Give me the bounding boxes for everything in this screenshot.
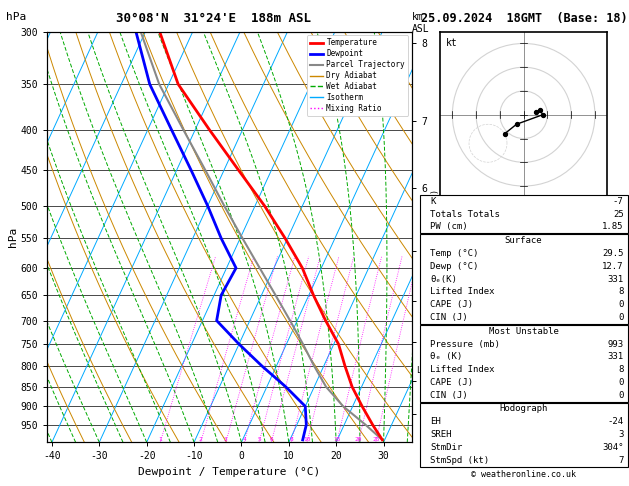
- FancyBboxPatch shape: [420, 402, 628, 467]
- Text: Dewp (°C): Dewp (°C): [430, 262, 478, 271]
- Text: Pressure (mb): Pressure (mb): [430, 340, 500, 348]
- Text: 6: 6: [269, 437, 273, 442]
- Text: 993: 993: [608, 340, 623, 348]
- Text: 331: 331: [608, 275, 623, 284]
- Text: 4: 4: [242, 437, 246, 442]
- Text: PW (cm): PW (cm): [430, 223, 467, 231]
- Text: 15: 15: [333, 437, 340, 442]
- Text: 3: 3: [224, 437, 228, 442]
- Point: [535, 106, 545, 114]
- Text: 25.09.2024  18GMT  (Base: 18): 25.09.2024 18GMT (Base: 18): [421, 12, 628, 25]
- Text: 0: 0: [618, 313, 623, 322]
- Text: 1: 1: [159, 437, 162, 442]
- Y-axis label: km
ASL: km ASL: [430, 228, 451, 246]
- Text: kt: kt: [445, 38, 457, 48]
- Text: LCL: LCL: [416, 366, 431, 375]
- Text: 25: 25: [613, 209, 623, 219]
- Point: [511, 121, 521, 128]
- Text: CAPE (J): CAPE (J): [430, 300, 473, 309]
- Text: Temp (°C): Temp (°C): [430, 249, 478, 258]
- Text: © weatheronline.co.uk: © weatheronline.co.uk: [471, 469, 576, 479]
- Text: -7: -7: [613, 197, 623, 206]
- Text: 12.7: 12.7: [602, 262, 623, 271]
- Point: [499, 130, 509, 138]
- Text: hPa: hPa: [6, 12, 26, 22]
- Text: K: K: [430, 197, 435, 206]
- Text: CAPE (J): CAPE (J): [430, 378, 473, 387]
- Text: 0: 0: [618, 378, 623, 387]
- Text: 304°: 304°: [602, 443, 623, 452]
- Text: 5: 5: [257, 437, 261, 442]
- Text: Totals Totals: Totals Totals: [430, 209, 500, 219]
- X-axis label: Dewpoint / Temperature (°C): Dewpoint / Temperature (°C): [138, 467, 321, 477]
- Text: 331: 331: [608, 352, 623, 362]
- Text: StmSpd (kt): StmSpd (kt): [430, 456, 489, 465]
- Text: 20: 20: [355, 437, 362, 442]
- Text: Hodograph: Hodograph: [499, 404, 548, 414]
- Text: SREH: SREH: [430, 430, 452, 439]
- Legend: Temperature, Dewpoint, Parcel Trajectory, Dry Adiabat, Wet Adiabat, Isotherm, Mi: Temperature, Dewpoint, Parcel Trajectory…: [306, 35, 408, 116]
- Text: Most Unstable: Most Unstable: [489, 327, 559, 336]
- FancyBboxPatch shape: [420, 195, 628, 233]
- Text: 0: 0: [618, 391, 623, 399]
- Text: 8: 8: [618, 365, 623, 374]
- Text: 25: 25: [372, 437, 380, 442]
- Text: 3: 3: [618, 430, 623, 439]
- Text: 8: 8: [618, 287, 623, 296]
- Text: Lifted Index: Lifted Index: [430, 365, 494, 374]
- Text: 0: 0: [618, 300, 623, 309]
- Text: EH: EH: [430, 417, 441, 426]
- Text: -24: -24: [608, 417, 623, 426]
- Point: [538, 111, 548, 119]
- Text: Lifted Index: Lifted Index: [430, 287, 494, 296]
- Text: Surface: Surface: [505, 236, 542, 245]
- Text: 2: 2: [199, 437, 203, 442]
- Text: θₑ (K): θₑ (K): [430, 352, 462, 362]
- Text: 30°08'N  31°24'E  188m ASL: 30°08'N 31°24'E 188m ASL: [116, 12, 311, 25]
- FancyBboxPatch shape: [420, 325, 628, 401]
- Text: km
ASL: km ASL: [412, 12, 430, 34]
- Text: 29.5: 29.5: [602, 249, 623, 258]
- Text: CIN (J): CIN (J): [430, 313, 467, 322]
- Text: CIN (J): CIN (J): [430, 391, 467, 399]
- Text: Mixing Ratio (g/kg): Mixing Ratio (g/kg): [431, 190, 440, 284]
- FancyBboxPatch shape: [420, 234, 628, 324]
- Text: 10: 10: [303, 437, 311, 442]
- Text: 8: 8: [289, 437, 293, 442]
- Text: 1.85: 1.85: [602, 223, 623, 231]
- Text: θₑ(K): θₑ(K): [430, 275, 457, 284]
- Text: StmDir: StmDir: [430, 443, 462, 452]
- Point: [530, 108, 540, 116]
- Text: 7: 7: [618, 456, 623, 465]
- Y-axis label: hPa: hPa: [8, 227, 18, 247]
